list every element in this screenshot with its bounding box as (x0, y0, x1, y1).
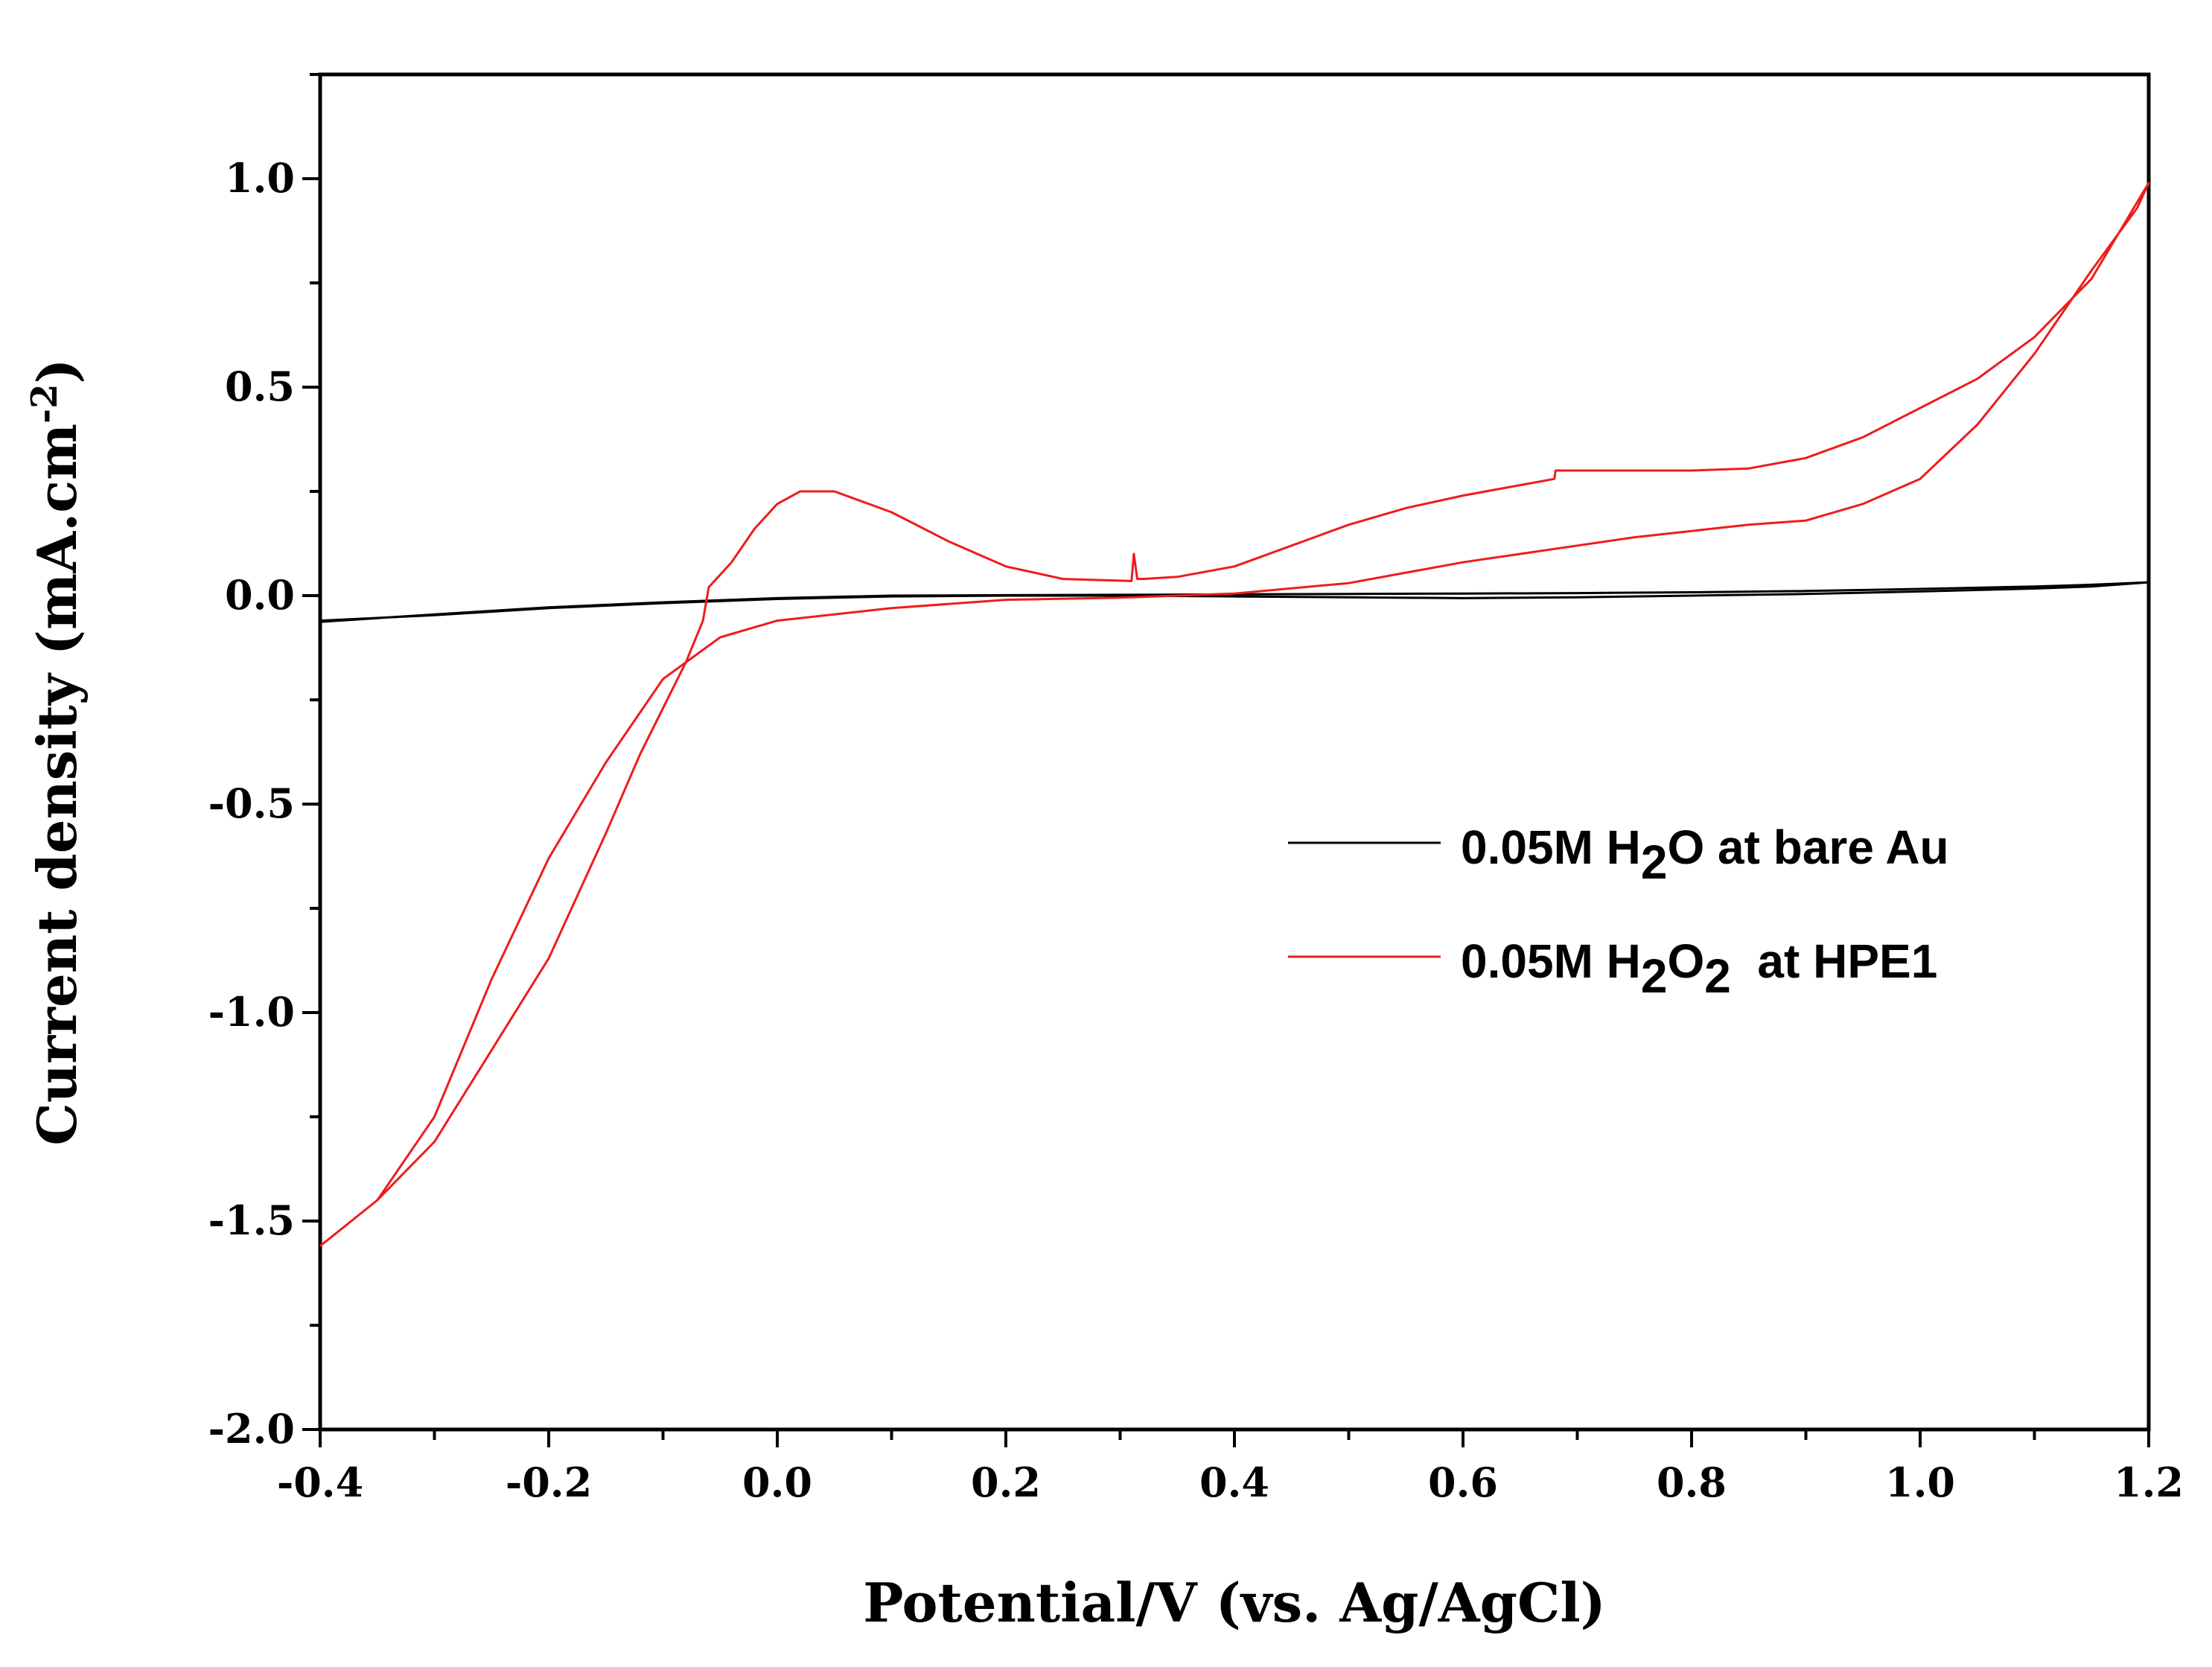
x-tick-label: -0.2 (506, 1459, 592, 1506)
y-axis-title-main: Current density (mA.cm (25, 424, 89, 1146)
y-tick-label: -1.5 (208, 1196, 295, 1244)
legend-1-prefix: 0.05M H (1461, 934, 1641, 988)
y-axis-title-superscript: -2 (24, 384, 66, 424)
y-tick-label: 0.5 (225, 363, 295, 410)
legend-0-mid: O at bare Au (1667, 820, 1948, 874)
x-tick-label: 1.0 (1885, 1459, 1955, 1506)
y-axis-title: Current density (mA.cm-2) (24, 358, 89, 1145)
y-tick-label: -0.5 (208, 780, 295, 827)
y-tick-label: -2.0 (208, 1405, 295, 1453)
x-axis-title: Potential/V (vs. Ag/AgCl) (863, 1571, 1606, 1634)
y-tick-label: 1.0 (225, 154, 295, 202)
legend-1-suffix: at HPE1 (1731, 934, 1937, 988)
legend-0-prefix: 0.05M H (1461, 820, 1641, 874)
axis-ticks (302, 73, 2150, 1447)
legend-0-sub1: 2 (1641, 835, 1668, 889)
x-tick-label: 0.2 (971, 1459, 1041, 1506)
series-line-0 (319, 581, 2150, 623)
axis-tick-labels: -0.4 -0.2 0.0 0.2 0.4 0.6 0.8 1.0 1.2 -2.0 -1.5 -1.… (208, 154, 2184, 1506)
x-tick-label: 0.0 (742, 1459, 812, 1506)
x-tick-label: -0.4 (277, 1459, 363, 1506)
legend-1-mid: O (1667, 934, 1704, 988)
x-tick-label: 0.8 (1657, 1459, 1727, 1506)
x-tick-label: 0.4 (1199, 1459, 1269, 1506)
y-tick-label: 0.0 (225, 571, 295, 619)
legend-label-bare-au: 0.05M H2O at bare Au (1461, 820, 1949, 889)
plot-frame (318, 72, 2151, 1432)
x-tick-label: 0.6 (1428, 1459, 1498, 1506)
series-line-1 (319, 182, 2150, 1247)
y-tick-label: -1.0 (208, 988, 295, 1036)
legend-1-sub2: 2 (1704, 949, 1731, 1003)
legend: 0.05M H2O at bare Au 0.05M H2O2 at HPE1 (1288, 820, 1949, 1003)
y-axis-title-close: ) (25, 358, 89, 383)
legend-1-sub1: 2 (1641, 949, 1668, 1003)
x-tick-label: 1.2 (2114, 1459, 2184, 1506)
data-series (319, 182, 2150, 1247)
legend-label-hpe1: 0.05M H2O2 at HPE1 (1461, 934, 1937, 1003)
